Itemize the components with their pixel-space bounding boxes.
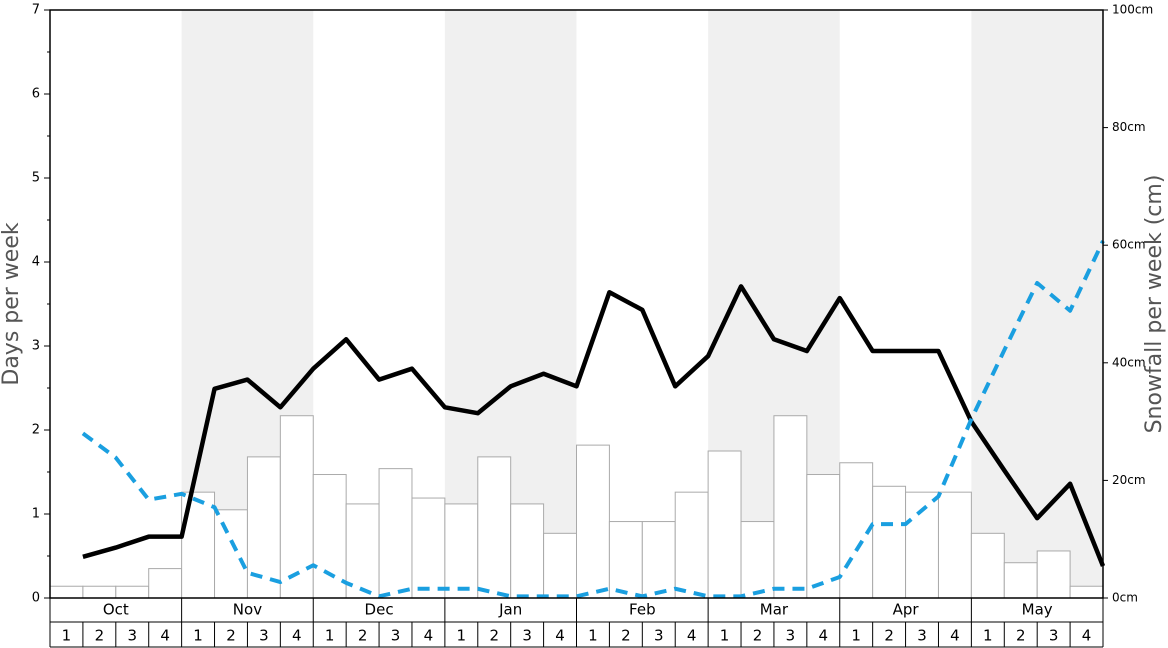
y2-tick-label: 0cm: [1112, 591, 1138, 605]
x-tick-label: 1: [588, 627, 598, 645]
bar: [411, 497, 446, 599]
y-tick-label: 3: [32, 339, 40, 354]
x-tick-label: 2: [884, 627, 894, 645]
x-tick-label: 2: [489, 627, 499, 645]
bar: [312, 474, 347, 599]
bar: [937, 491, 972, 599]
bar: [82, 585, 117, 599]
y2-tick-label: 60cm: [1112, 238, 1146, 252]
y2-tick-label: 40cm: [1112, 355, 1146, 369]
x-tick-label: 1: [851, 627, 861, 645]
bar: [641, 521, 676, 599]
dashed-line: [81, 240, 1105, 599]
bar: [477, 456, 512, 599]
x-tick-label: 4: [424, 627, 434, 645]
x-tick-label: 1: [62, 627, 72, 645]
x-tick-label: 3: [259, 627, 269, 645]
line: [82, 284, 1106, 567]
x-tick-label: 4: [292, 627, 302, 645]
x-tick-label: 1: [193, 627, 203, 645]
x-tick-label: 4: [687, 627, 697, 645]
x-tick-label: 3: [391, 627, 401, 645]
bar: [378, 468, 413, 599]
y-tick-label: 4: [32, 255, 40, 270]
x-tick-label: 1: [325, 627, 335, 645]
month-label: Nov: [233, 601, 262, 619]
x-tick-label: 2: [621, 627, 631, 645]
y-tick-label: 1: [32, 507, 40, 522]
bar: [246, 456, 281, 599]
y2-axis-title: Snowfall per week (cm): [1142, 175, 1167, 434]
x-tick-label: 1: [457, 627, 467, 645]
x-tick-label: 4: [555, 627, 565, 645]
y2-tick-label: 20cm: [1112, 473, 1146, 487]
month-label: Jan: [498, 601, 522, 619]
month-label: Feb: [629, 601, 656, 619]
x-tick-label: 3: [786, 627, 796, 645]
x-tick-label: 2: [753, 627, 763, 645]
bar: [740, 521, 775, 599]
x-tick-label: 2: [358, 627, 368, 645]
month-label: Oct: [103, 601, 129, 619]
y-axis-title: Days per week: [0, 222, 24, 385]
bar: [543, 532, 577, 599]
x-tick-label: 4: [160, 627, 170, 645]
x-tick-label: 2: [226, 627, 236, 645]
bar: [576, 444, 610, 599]
bar: [510, 503, 545, 599]
y-tick-label: 7: [32, 3, 40, 18]
y-tick-label: 5: [32, 171, 40, 186]
bar: [1036, 550, 1071, 599]
y-tick-label: 0: [32, 591, 40, 606]
x-tick-label: 2: [1016, 627, 1026, 645]
month-label: Apr: [893, 601, 920, 619]
bar: [49, 585, 84, 599]
x-tick-label: 3: [1049, 627, 1059, 645]
month-label: May: [1022, 601, 1053, 619]
x-tick-label: 3: [917, 627, 927, 645]
y-tick-label: 2: [32, 423, 40, 438]
bar: [773, 415, 808, 599]
x-tick-label: 4: [950, 627, 960, 645]
bar: [707, 450, 742, 599]
bar: [444, 503, 479, 599]
bar: [608, 521, 643, 599]
x-tick-label: 1: [720, 627, 730, 645]
month-label: Dec: [365, 601, 394, 619]
bar: [1003, 562, 1038, 599]
x-tick-label: 1: [983, 627, 993, 645]
y2-tick-label: 80cm: [1112, 120, 1146, 134]
bar: [279, 415, 314, 599]
y-tick-label: 6: [32, 87, 40, 102]
bar: [872, 485, 907, 599]
bar: [1069, 585, 1104, 599]
x-tick-label: 4: [819, 627, 829, 645]
bar: [115, 585, 150, 599]
bar: [148, 568, 183, 599]
month-band: [971, 10, 1103, 598]
bar: [214, 509, 248, 599]
x-tick-label: 3: [127, 627, 137, 645]
month-label: Mar: [760, 601, 789, 619]
bar: [674, 491, 709, 599]
y2-tick-label: 100cm: [1112, 3, 1153, 17]
x-tick-label: 3: [522, 627, 532, 645]
x-tick-label: 4: [1082, 627, 1092, 645]
x-tick-label: 3: [654, 627, 664, 645]
bar: [970, 532, 1005, 599]
x-tick-label: 2: [95, 627, 105, 645]
